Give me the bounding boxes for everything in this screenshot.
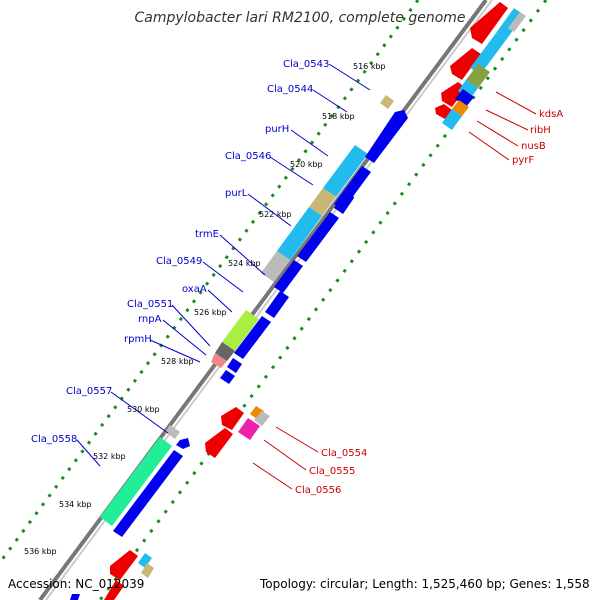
kbp-label: 534 kbp <box>59 500 92 509</box>
gene-arrow <box>334 191 354 214</box>
feature-box <box>254 411 270 426</box>
feature-box <box>323 145 368 197</box>
gene-arrow <box>265 291 289 318</box>
kbp-label: 532 kbp <box>93 452 126 461</box>
gene-label: Cla_0557 <box>66 386 112 397</box>
gene-label: Cla_0546 <box>225 151 271 162</box>
gene-arrow <box>297 212 339 262</box>
scale-track-right <box>98 0 548 600</box>
gene-arrow <box>113 450 183 537</box>
feature-box <box>222 310 259 351</box>
gene-label: pyrF <box>512 155 534 166</box>
gene-label: trmE <box>195 229 219 240</box>
gene-arrow <box>234 316 271 359</box>
gene-arrow <box>220 370 235 384</box>
gene-label: Cla_0549 <box>156 256 202 267</box>
feature-box <box>261 251 290 282</box>
gene-arrows-blue <box>70 110 408 600</box>
gene-label: Cla_0554 <box>321 448 367 459</box>
accession-text: Accession: NC_012039 <box>8 577 144 591</box>
feature-box <box>250 406 264 420</box>
feature-box <box>100 437 172 526</box>
gene-arrows-red <box>104 2 508 600</box>
feature-box <box>455 89 474 107</box>
gene-labels-left: Cla_0543 Cla_0544 purH Cla_0546 purL trm… <box>31 59 371 467</box>
gene-arrow <box>441 82 466 107</box>
gene-arrow <box>110 550 138 580</box>
gene-label: ribH <box>530 125 551 136</box>
gene-label: oxaA <box>182 284 207 295</box>
gene-arrow <box>70 594 80 600</box>
gene-label: purH <box>265 124 289 135</box>
feature-box <box>238 418 260 440</box>
gene-label: rpmH <box>124 334 152 345</box>
gene-label: Cla_0543 <box>283 59 329 70</box>
gene-label: Cla_0556 <box>295 485 341 496</box>
feature-box <box>442 109 462 130</box>
kbp-scale: 516 kbp 518 kbp 520 kbp 522 kbp 524 kbp … <box>24 62 386 556</box>
feature-box <box>380 95 394 109</box>
topology-text: Topology: circular; Length: 1,525,460 bp… <box>259 577 590 591</box>
feature-box <box>452 100 469 116</box>
kbp-label: 516 kbp <box>353 62 386 71</box>
gene-arrow <box>470 2 508 44</box>
feature-box <box>309 188 336 216</box>
feature-box <box>470 33 506 75</box>
gene-arrow <box>205 428 233 458</box>
kbp-label: 520 kbp <box>290 160 323 169</box>
gene-label: Cla_0558 <box>31 434 77 445</box>
feature-box <box>165 425 180 439</box>
kbp-label: 524 kbp <box>228 259 261 268</box>
feature-track-left <box>100 95 394 568</box>
gene-arrow <box>176 438 190 449</box>
feature-box <box>466 64 490 88</box>
feature-box <box>277 207 322 260</box>
feature-box <box>508 12 526 32</box>
feature-track-right <box>141 8 526 578</box>
gene-label: Cla_0544 <box>267 84 313 95</box>
gene-arrow <box>365 110 408 163</box>
feature-box <box>141 563 154 578</box>
gene-label: rnpA <box>138 314 162 325</box>
kbp-label: 536 kbp <box>24 547 57 556</box>
gene-labels-right: kdsA ribH nusB pyrF Cla_0554 Cla_0555 Cl… <box>252 91 563 496</box>
gene-label: kdsA <box>539 109 563 120</box>
kbp-label: 526 kbp <box>194 308 227 317</box>
gene-arrow <box>221 407 244 430</box>
feature-box <box>211 353 227 368</box>
gene-arrow <box>227 358 242 373</box>
kbp-label: 518 kbp <box>322 112 355 121</box>
gene-label: nusB <box>521 141 546 152</box>
feature-box <box>215 342 235 361</box>
gene-arrow <box>450 48 481 80</box>
map-title: Campylobacter lari RM2100, complete geno… <box>134 10 465 26</box>
feature-box <box>138 553 152 568</box>
gene-label: Cla_0551 <box>127 299 173 310</box>
gene-label: Cla_0555 <box>309 466 355 477</box>
kbp-label: 530 kbp <box>127 405 160 414</box>
gene-arrow <box>104 580 124 600</box>
scale-track-left <box>0 0 420 565</box>
kbp-label: 528 kbp <box>161 357 194 366</box>
gene-label: purL <box>225 188 248 199</box>
gene-arrow <box>274 260 303 293</box>
